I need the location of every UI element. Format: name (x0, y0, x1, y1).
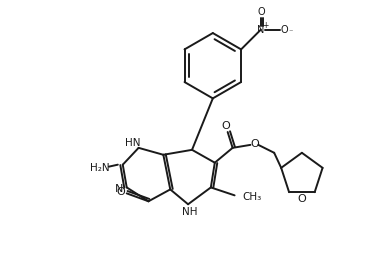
Text: O: O (250, 139, 259, 149)
Text: +: + (263, 21, 269, 30)
Text: N: N (115, 184, 123, 194)
Text: O: O (257, 7, 265, 17)
Text: CH₃: CH₃ (242, 192, 262, 202)
Text: O: O (298, 194, 306, 204)
Text: O: O (281, 25, 289, 35)
Text: NH: NH (182, 207, 198, 217)
Text: H₂N: H₂N (90, 163, 110, 173)
Text: O: O (221, 121, 230, 131)
Text: N: N (257, 25, 265, 35)
Text: HN: HN (125, 138, 140, 148)
Text: ⁻: ⁻ (289, 27, 293, 36)
Text: O: O (117, 187, 125, 197)
